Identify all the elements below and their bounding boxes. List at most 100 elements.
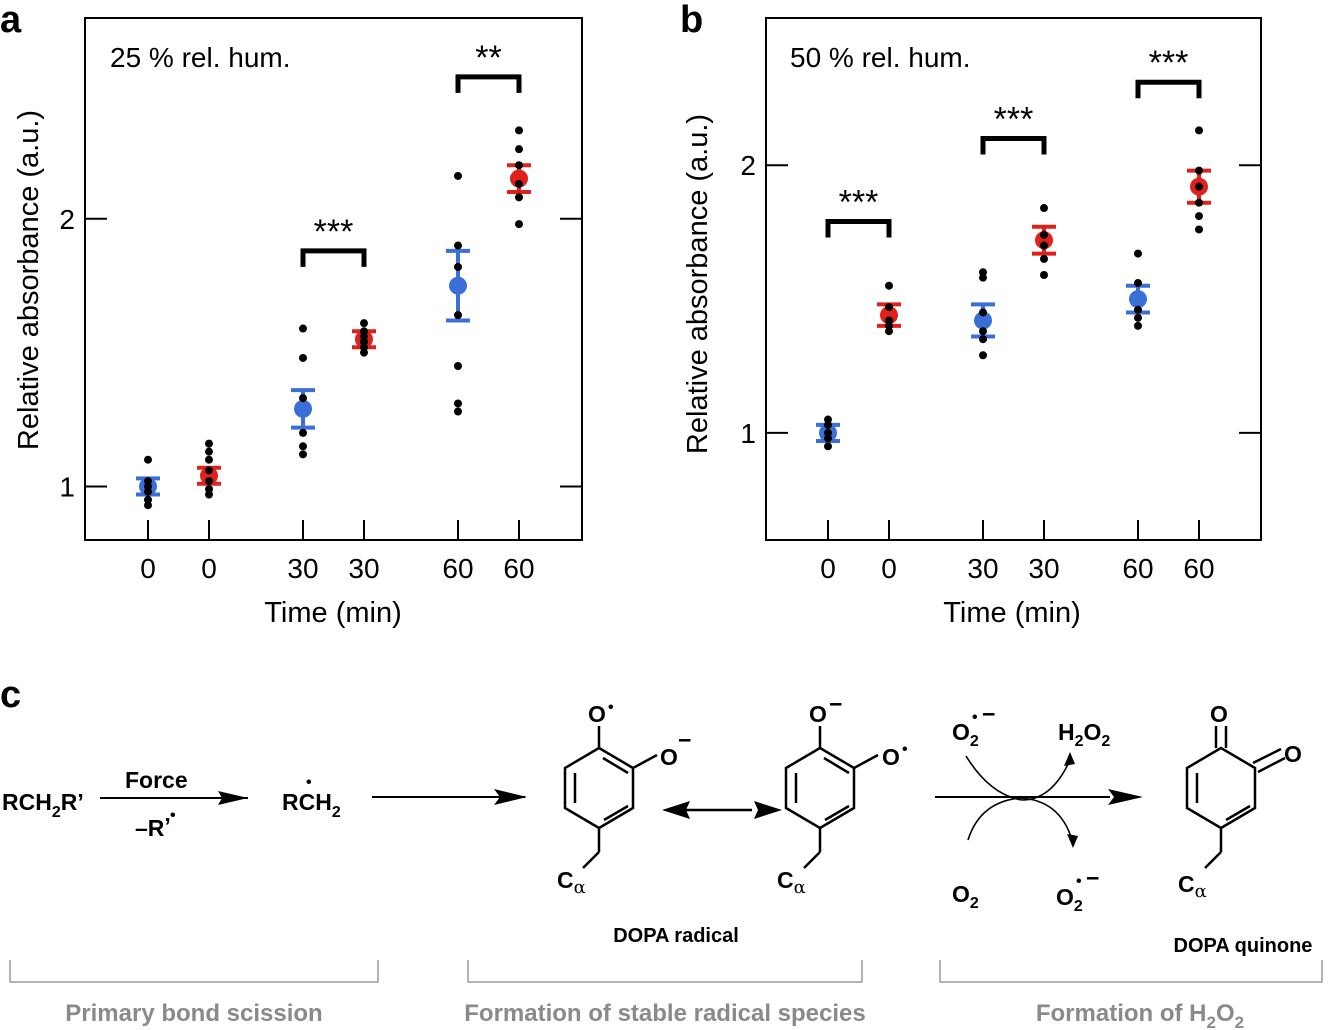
x-tick-label: 60 [1183, 553, 1214, 584]
reaction-scheme: c RCH2R’ Force –R’ • RCH2 • O • O − Cα [0, 674, 1323, 1030]
data-point [360, 348, 368, 357]
data-point [824, 442, 832, 451]
data-point [205, 490, 213, 499]
data-point [1195, 182, 1203, 191]
data-point [1040, 241, 1048, 250]
section-label-2: Formation of stable radical species [464, 1000, 865, 1027]
data-point [1195, 198, 1203, 207]
quinone-oxygen-1: O [1210, 701, 1228, 727]
data-point [1134, 279, 1142, 288]
data-point [515, 145, 523, 154]
dopa-radical-structure-1 [563, 726, 658, 869]
panel-letter-b: b [680, 0, 703, 41]
resonance-arrow-head-left [662, 801, 690, 819]
data-point [515, 161, 523, 170]
data-point [299, 428, 307, 437]
plot-frame [84, 17, 583, 541]
data-point [454, 171, 462, 180]
c-alpha-1: Cα [557, 867, 586, 898]
superoxide-bottom-dot: • [1076, 873, 1082, 890]
data-point [454, 262, 462, 271]
significance-label: *** [994, 100, 1034, 138]
y-tick-label: 2 [59, 204, 75, 235]
data-point [205, 455, 213, 464]
data-point [1195, 212, 1203, 221]
data-point [205, 477, 213, 486]
data-point [1040, 254, 1048, 263]
data-point [360, 319, 368, 328]
section-bracket-3 [939, 960, 1323, 983]
x-tick-label: 0 [140, 553, 156, 584]
data-point [515, 220, 523, 229]
data-point [979, 351, 987, 360]
x-tick-label: 30 [967, 553, 998, 584]
data-point [515, 179, 523, 188]
dopa-radical-label: DOPA radical [613, 925, 739, 947]
x-tick-label: 0 [881, 553, 897, 584]
significance-bracket [980, 135, 1047, 155]
superoxide-top-minus: − [982, 701, 995, 727]
data-point [1195, 166, 1203, 175]
data-point [979, 308, 987, 317]
mean-point [1129, 290, 1147, 309]
oxygen-anion-1: O [660, 744, 678, 770]
significance-bracket [825, 218, 892, 238]
data-point [144, 455, 152, 464]
mean-point [449, 276, 467, 295]
carbon-radical-label: RCH2 [282, 789, 341, 821]
x-tick-label: 60 [503, 553, 534, 584]
data-point [299, 324, 307, 333]
mean-point [510, 169, 528, 188]
step-arrow-head [494, 789, 527, 805]
data-point [454, 362, 462, 370]
curved-arrow-bottom-head [1067, 834, 1078, 848]
plot-frame [765, 17, 1262, 541]
y-tick-label: 1 [740, 418, 756, 449]
h2o2-label: H2O2 [1058, 719, 1110, 750]
reactant-label: RCH2R’ [2, 789, 84, 821]
data-point [205, 447, 213, 456]
condition-label-b: 50 % rel. hum. [790, 42, 971, 73]
x-tick-label: 0 [820, 553, 836, 584]
mean-point [294, 399, 312, 418]
oxygen-anion-minus-2: − [829, 691, 842, 717]
superoxide-bottom: O2 [1056, 884, 1083, 915]
data-point [979, 273, 987, 282]
mean-point [200, 466, 218, 485]
chart-a: a 25 % rel. hum. Time (min) Relative abs… [0, 0, 583, 629]
significance-label: ** [475, 39, 501, 77]
superoxide-bottom-minus: − [1086, 865, 1099, 891]
data-point [454, 407, 462, 416]
data-point [299, 450, 307, 459]
data-point [515, 126, 523, 135]
superoxide-top: O2 [952, 719, 979, 750]
data-point [885, 281, 893, 290]
data-point [824, 420, 832, 429]
data-point [205, 466, 213, 475]
curved-arrow-bottom [967, 797, 1073, 841]
curved-arrow-top [965, 755, 1071, 801]
significance-label: *** [1149, 44, 1189, 82]
oxygen-bottom: O2 [952, 881, 979, 912]
oxygen-radical-dot-2: • [902, 741, 908, 758]
oxygen-radical-2: O [882, 744, 900, 770]
x-axis-label-b: Time (min) [943, 597, 1080, 629]
section-bracket-1 [9, 960, 379, 983]
data-point [299, 353, 307, 362]
data-point [885, 303, 893, 312]
superoxide-top-dot: • [972, 709, 978, 726]
panel-letter-c: c [0, 674, 21, 716]
significance-label: *** [839, 183, 879, 221]
oxygen-radical-dot-1: • [608, 699, 614, 716]
x-tick-label: 30 [348, 553, 379, 584]
data-point [205, 439, 213, 448]
data-point [979, 327, 987, 336]
significance-label: *** [314, 213, 354, 251]
data-point [144, 501, 152, 510]
data-point [454, 311, 462, 320]
panel-letter-a: a [0, 0, 22, 41]
dopa-radical-structure-2 [784, 726, 879, 869]
significance-bracket [1135, 79, 1202, 99]
force-arrow-head [218, 791, 248, 805]
